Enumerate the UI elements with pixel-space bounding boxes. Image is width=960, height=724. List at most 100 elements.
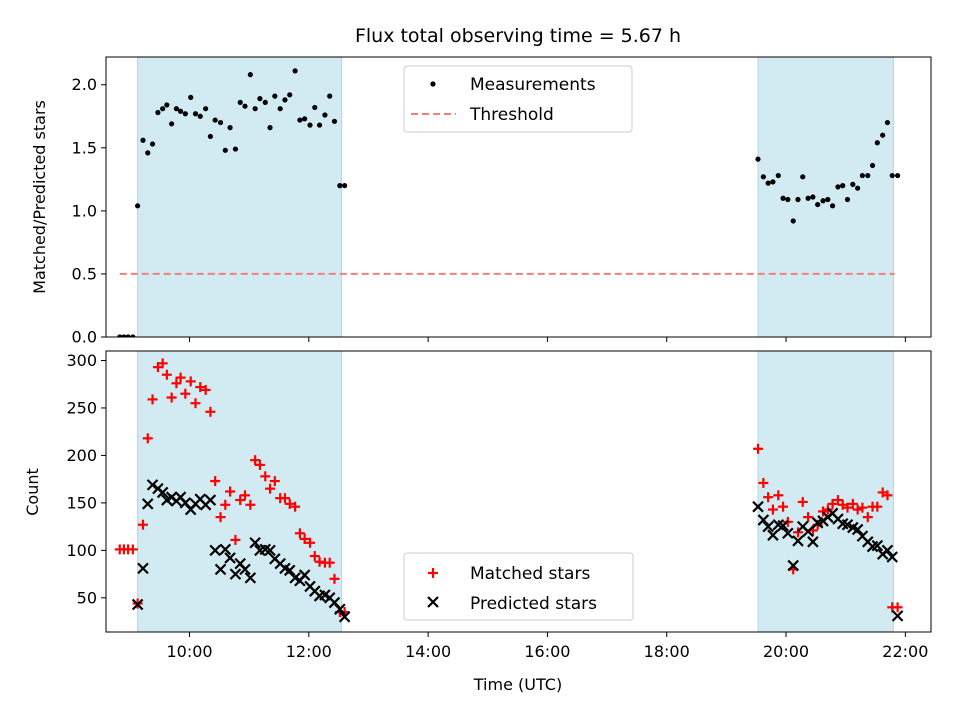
matched-star-point — [767, 504, 778, 515]
bottom-legend: Matched stars Predicted stars — [403, 552, 634, 621]
predicted-star-point — [851, 523, 864, 536]
predicted-star-point — [871, 539, 884, 552]
measurement-point — [212, 117, 218, 123]
matched-star-point — [842, 502, 853, 513]
matched-star-point — [305, 537, 316, 548]
measurement-point — [135, 203, 141, 209]
measurement-point — [160, 106, 166, 112]
matched-star-point — [230, 534, 241, 545]
predicted-star-point — [881, 544, 894, 557]
predicted-star-point — [886, 551, 899, 563]
predicted-star-point — [204, 494, 217, 506]
matched-star-point — [175, 372, 186, 383]
top-legend-box — [403, 65, 633, 133]
legend-predicted-marker — [427, 596, 439, 608]
matched-star-point — [200, 384, 211, 395]
measurement-point — [894, 172, 901, 179]
matched-star-point — [882, 490, 893, 501]
measurement-point — [164, 102, 170, 108]
measurement-point — [785, 196, 791, 203]
measurement-point — [121, 334, 127, 337]
measurement-point — [874, 140, 880, 146]
predicted-star-point — [752, 500, 764, 513]
matched-star-point — [254, 459, 265, 470]
measurement-point — [282, 97, 288, 103]
measurement-point — [327, 93, 333, 99]
measurement-point — [770, 179, 776, 185]
matched-star-point — [195, 382, 206, 393]
x-tick-label: 18:00 — [644, 642, 690, 661]
measurement-point — [297, 117, 303, 123]
measurement-point — [889, 172, 895, 179]
predicted-star-point — [224, 552, 236, 564]
matched-star-point — [872, 501, 883, 512]
bottom-panel: 50 100 150 200 250 300 10:00 12:00 14:00 16:00 18… — [23, 350, 932, 694]
measurement-point — [155, 109, 161, 116]
legend-matched-marker — [428, 568, 438, 578]
measurement-point — [859, 172, 865, 179]
matched-star-point — [245, 499, 256, 510]
measurement-point — [760, 174, 766, 180]
matched-star-point — [166, 392, 177, 403]
matched-star-point — [269, 476, 280, 487]
x-axis-label: Time (UTC) — [473, 675, 562, 694]
predicted-star-point — [334, 603, 346, 615]
bottom-y-tick-label: 250 — [66, 398, 97, 417]
matched-star-point — [279, 493, 290, 504]
x-tick-label: 10:00 — [166, 642, 212, 661]
bottom-y-tick-label: 300 — [66, 351, 97, 370]
matched-star-point — [299, 533, 310, 544]
matched-star-point — [847, 498, 858, 509]
matched-star-point — [265, 483, 276, 494]
legend-matched-label: Matched stars — [470, 564, 590, 584]
predicted-star-point — [792, 535, 804, 547]
measurement-point — [307, 122, 313, 128]
predicted-star-point — [219, 543, 232, 556]
measurement-point — [192, 111, 199, 117]
top-plot-area — [117, 68, 901, 337]
matched-star-point — [225, 486, 236, 497]
measurement-point — [237, 99, 243, 106]
bottom-y-tick-label: 50 — [77, 588, 97, 607]
matched-star-point — [210, 476, 221, 487]
matched-star-point — [758, 477, 769, 488]
matched-star-point — [892, 602, 903, 613]
bottom-axes-frame — [105, 350, 932, 633]
measurement-point — [331, 118, 338, 124]
x-tick-label: 20:00 — [763, 642, 809, 661]
measurement-point — [222, 147, 228, 153]
measurement-point — [267, 125, 273, 131]
top-axes-frame — [105, 56, 932, 338]
matched-star-point — [250, 455, 261, 466]
measurement-point — [207, 133, 213, 140]
matched-star-point — [324, 557, 335, 568]
top-shaded-interval — [757, 56, 894, 338]
bottom-y-tick-label: 200 — [66, 446, 97, 465]
predicted-star-point — [244, 572, 257, 584]
x-tick-label: 14:00 — [405, 642, 451, 661]
measurement-point — [287, 92, 293, 98]
predicted-star-point — [802, 525, 814, 538]
measurement-point — [125, 334, 131, 337]
measurement-point — [232, 146, 239, 152]
measurement-point — [188, 94, 194, 100]
top-y-axis-label: Matched/Predicted stars — [30, 100, 49, 294]
predicted-star-point — [141, 498, 154, 510]
measurement-point — [217, 119, 224, 126]
x-tick-label: 16:00 — [524, 642, 570, 661]
measurement-point — [182, 111, 188, 117]
measurement-point — [337, 183, 343, 189]
bottom-x-axis: 10:00 12:00 14:00 16:00 18:00 20:00 22:00 — [166, 632, 928, 661]
matched-star-point — [205, 406, 216, 417]
predicted-star-point — [807, 536, 819, 548]
measurement-point — [805, 195, 811, 201]
measurement-point — [292, 68, 298, 74]
measurement-point — [755, 156, 761, 162]
measurement-point — [815, 201, 821, 208]
measurement-point — [302, 116, 308, 122]
measurement-point — [277, 106, 283, 112]
matched-star-point — [797, 496, 808, 507]
predicted-star-point — [249, 536, 261, 549]
x-tick-label: 12:00 — [286, 642, 332, 661]
legend-measurements-label: Measurements — [470, 75, 596, 95]
